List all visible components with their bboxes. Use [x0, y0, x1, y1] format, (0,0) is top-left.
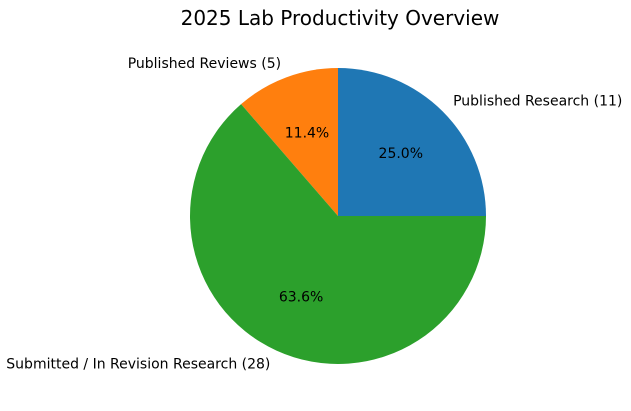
pie-slice-0	[338, 68, 486, 216]
slice-label-0: Published Research (11)	[453, 94, 622, 110]
pct-label-2: 63.6%	[279, 289, 323, 305]
slice-label-1: Published Reviews (5)	[128, 56, 281, 72]
slice-label-2: Submitted / In Revision Research (28)	[6, 357, 270, 373]
pie-slice-1	[241, 68, 338, 216]
pct-label-1: 11.4%	[285, 125, 329, 141]
pie-slice-2	[190, 104, 487, 365]
pct-label-0: 25.0%	[379, 146, 423, 162]
chart-title: 2025 Lab Productivity Overview	[181, 6, 500, 30]
pie-slices-layer: Published Research (11) 25.0% Published Re…	[6, 56, 622, 373]
